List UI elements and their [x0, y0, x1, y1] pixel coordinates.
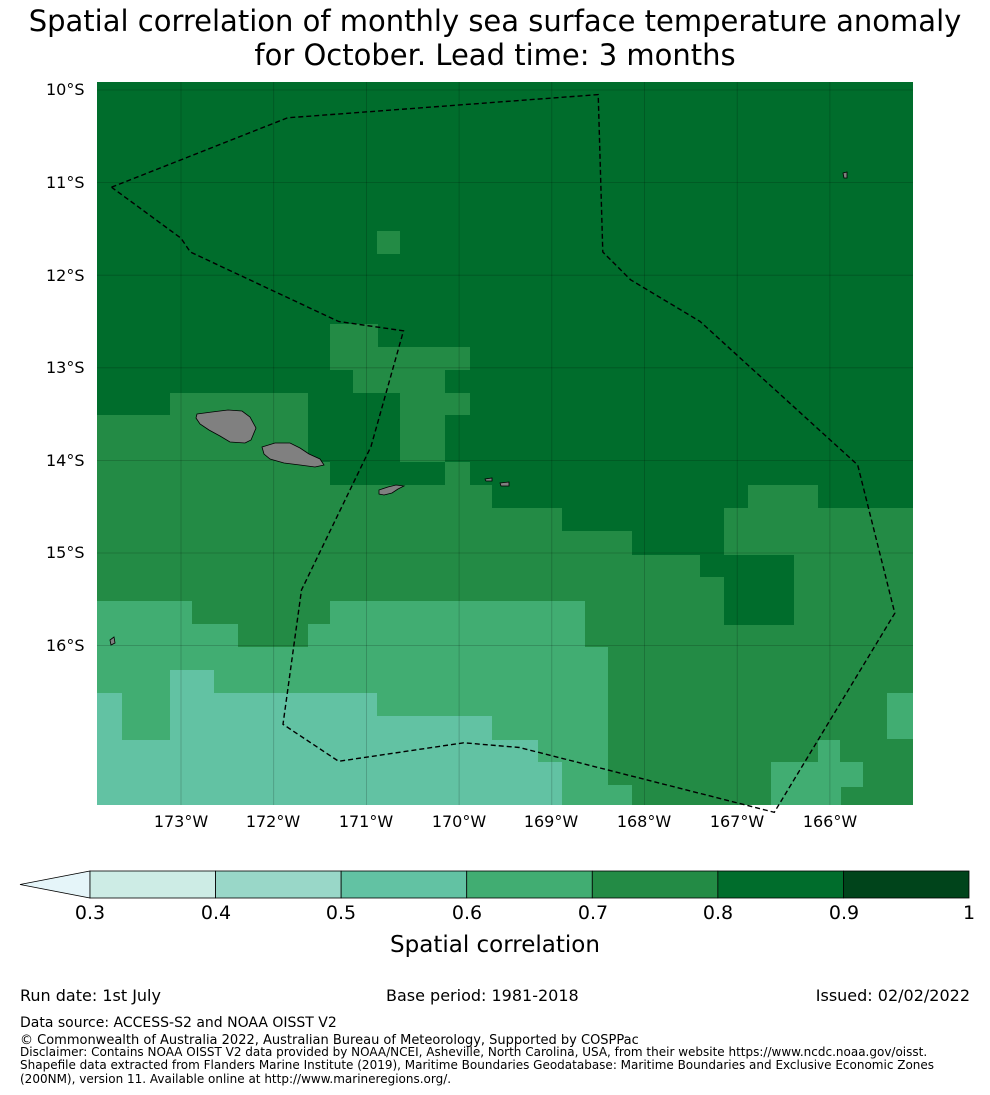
title-line-2: for October. Lead time: 3 months [254, 38, 736, 72]
island-rose [109, 636, 116, 646]
data-source: Data source: ACCESS-S2 and NOAA OISST V2 [20, 1015, 337, 1031]
disclaimer-line-1: Disclaimer: Contains NOAA OISST V2 data … [20, 1045, 928, 1059]
map-title: Spatial correlation of monthly sea surfa… [0, 4, 990, 72]
correlation-field [97, 82, 913, 805]
region-0-8-patch [724, 555, 794, 625]
region-0-6-east-a [887, 693, 913, 739]
y-tick-label: 12°S [46, 266, 85, 285]
island-savaii [195, 409, 257, 444]
colorbar-segment [89, 870, 216, 899]
x-tick-label: 169°W [523, 812, 579, 831]
eez-boundary [111, 93, 896, 814]
colorbar-tick: 1 [962, 902, 976, 924]
region-0-6-east-c [771, 762, 863, 787]
x-tick-label: 172°W [245, 812, 301, 831]
colorbar-tick: 0.3 [74, 902, 106, 924]
island-tutuila [378, 484, 406, 496]
region-0-6-sw-patch [122, 693, 170, 740]
colorbar-extend-triangle [19, 870, 91, 899]
colorbar-segment [717, 870, 844, 899]
base-period: Base period: 1981-2018 [386, 986, 579, 1005]
colorbar-tick: 0.4 [200, 902, 232, 924]
region-0-7-patch-b [353, 347, 470, 462]
region-0-7-patch-c [377, 231, 400, 254]
graticule [97, 82, 913, 805]
colorbar-segment [591, 870, 719, 899]
island-manua [484, 477, 510, 487]
island-upolu [261, 442, 325, 468]
x-tick-label: 168°W [616, 812, 672, 831]
x-tick-label: 171°W [338, 812, 394, 831]
copyright: © Commonwealth of Australia 2022, Austra… [20, 1033, 639, 1048]
y-tick-label: 15°S [46, 543, 85, 562]
y-tick-label: 16°S [46, 636, 85, 655]
y-tick-label: 11°S [46, 173, 85, 192]
colorbar-segment [466, 870, 593, 899]
y-tick-label: 14°S [46, 451, 85, 470]
colorbar-tick: 0.8 [702, 902, 734, 924]
issued-date: Issued: 02/02/2022 [815, 986, 970, 1005]
colorbar-segment [843, 870, 970, 899]
colorbar-tick: 0.6 [451, 902, 483, 924]
run-date: Run date: 1st July [20, 986, 161, 1005]
colorbar-tick: 0.9 [828, 902, 860, 924]
colorbar-tick: 0.7 [577, 902, 609, 924]
y-tick-label: 13°S [46, 358, 85, 377]
colorbar-label: Spatial correlation [390, 932, 600, 958]
colorbar [19, 870, 970, 899]
title-line-1: Spatial correlation of monthly sea surfa… [28, 4, 962, 38]
x-tick-label: 167°W [709, 812, 765, 831]
colorbar-segment [215, 870, 342, 899]
islands [109, 171, 848, 646]
disclaimer-line-3: (200NM), version 11. Available online at… [20, 1072, 452, 1086]
y-tick-label: 10°S [46, 80, 85, 99]
x-tick-label: 173°W [153, 812, 209, 831]
colorbar-segment [340, 870, 468, 899]
island-swains [842, 171, 848, 179]
colorbar-tick: 0.5 [325, 902, 357, 924]
x-tick-label: 166°W [802, 812, 858, 831]
disclaimer-line-2: Shapefile data extracted from Flanders M… [20, 1058, 935, 1072]
region-0-5 [97, 670, 562, 805]
region-0-6-east-d [771, 785, 841, 805]
x-tick-label: 170°W [431, 812, 487, 831]
